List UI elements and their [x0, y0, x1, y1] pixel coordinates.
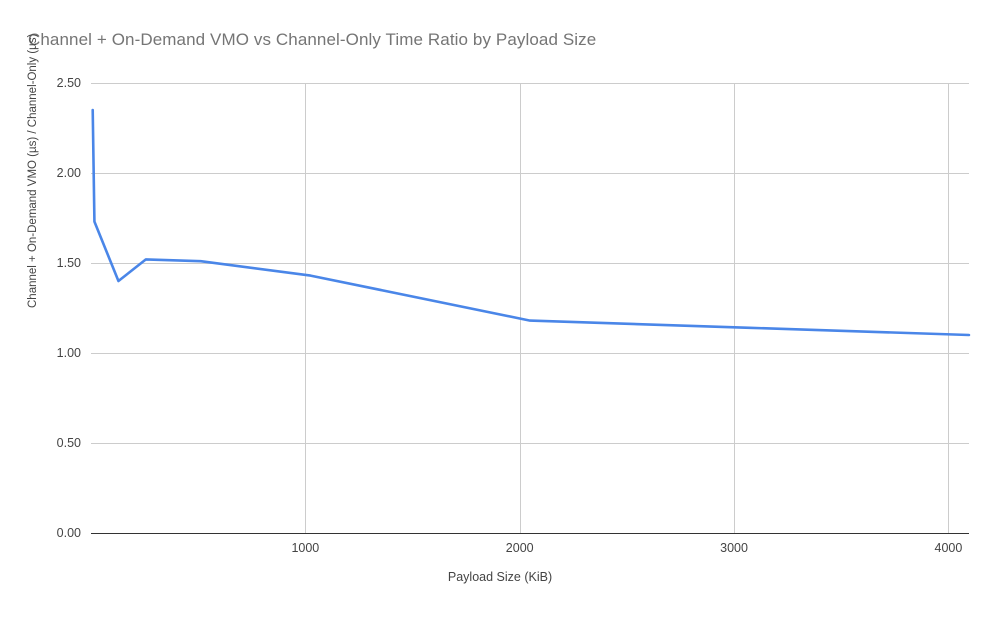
series-line-chart — [91, 108, 971, 337]
gridline-horizontal — [91, 173, 969, 174]
series-polyline — [91, 108, 971, 337]
gridline-vertical — [734, 83, 735, 533]
gridline-horizontal — [91, 353, 969, 354]
y-axis-tick-label: 1.50 — [56, 256, 81, 270]
x-axis-title: Payload Size (KiB) — [447, 570, 553, 584]
y-axis-tick-label: 1.00 — [56, 346, 81, 360]
x-axis-line — [91, 533, 969, 534]
chart-title: Channel + On-Demand VMO vs Channel-Only … — [28, 30, 597, 49]
x-axis-tick-label: 1000 — [291, 541, 320, 555]
x-axis-tick-label: 2000 — [505, 541, 534, 555]
gridline-vertical — [305, 83, 306, 533]
gridline-horizontal — [91, 83, 969, 84]
plot-area: 0.00 0.50 1.00 1.50 2.00 2.50 1000 2000 3000 400… — [57, 76, 971, 555]
x-axis-tick-label: 3000 — [720, 541, 748, 555]
gridline-horizontal — [91, 263, 969, 264]
y-axis-tick-label: 2.50 — [56, 76, 81, 90]
gridline-vertical — [948, 83, 949, 533]
y-axis-tick-label: 2.00 — [56, 166, 81, 180]
x-axis-tick-label: 4000 — [934, 541, 963, 555]
y-axis-tick-label: 0.00 — [56, 526, 81, 540]
gridline-vertical — [520, 83, 521, 533]
y-axis-tick-label: 0.50 — [56, 436, 81, 450]
gridline-horizontal — [91, 443, 969, 444]
